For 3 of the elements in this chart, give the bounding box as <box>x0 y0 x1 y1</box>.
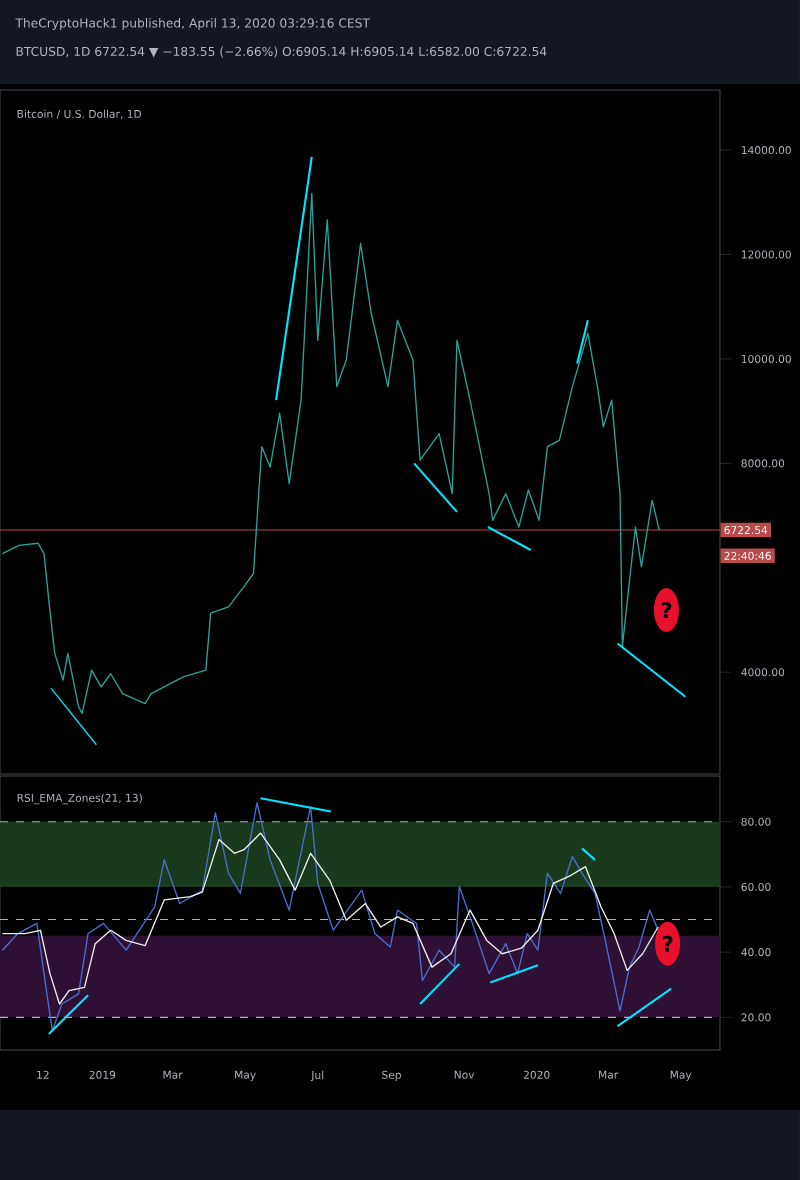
annotation: ? <box>661 602 672 618</box>
annotation: ? <box>662 935 673 952</box>
line-series <box>1 192 660 715</box>
